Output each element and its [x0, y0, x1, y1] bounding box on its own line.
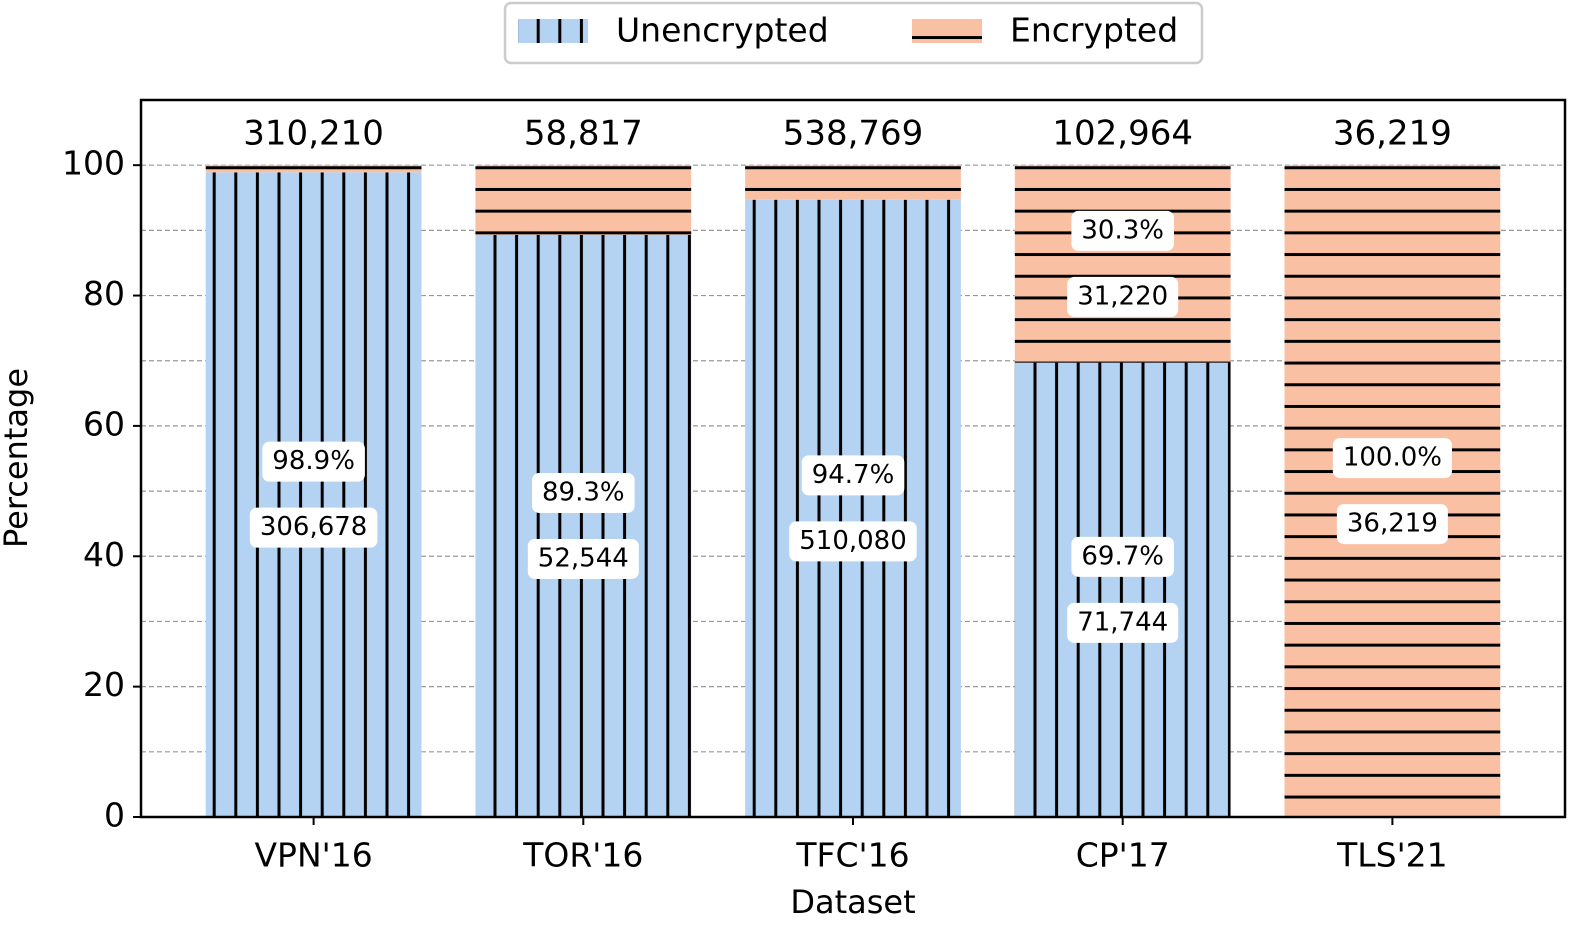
percent-label: 89.3%	[542, 477, 625, 507]
percent-label: 94.7%	[812, 460, 895, 490]
count-label: 31,220	[1077, 281, 1168, 311]
legend-swatch	[518, 19, 588, 43]
count-label: 510,080	[799, 526, 907, 556]
count-label-group: 306,678	[249, 507, 378, 548]
count-label-box	[527, 538, 639, 579]
y-tick-label: 80	[83, 274, 125, 313]
count-label: 52,544	[538, 543, 629, 573]
bar-segment	[1014, 362, 1231, 817]
percent-label-group: 69.7%	[1071, 536, 1175, 577]
legend-label: Encrypted	[1010, 11, 1178, 50]
x-tick-label: CP'17	[1076, 836, 1170, 875]
total-label: 36,219	[1333, 114, 1452, 154]
x-tick-label: TFC'16	[795, 836, 909, 875]
y-tick-label: 100	[62, 144, 125, 183]
x-tick-label: VPN'16	[254, 836, 372, 875]
percent-label-box	[1071, 536, 1175, 577]
count-label-group: 510,080	[789, 521, 917, 562]
y-tick-label: 0	[104, 796, 125, 835]
bar-segment	[745, 199, 961, 818]
legend-swatch	[912, 19, 982, 43]
percent-label-group: 98.9%	[262, 441, 365, 482]
total-label: 538,769	[783, 114, 924, 154]
bar-segment	[475, 234, 692, 817]
legend-box	[503, 1, 1204, 65]
percent-label: 30.3%	[1081, 215, 1164, 245]
count-label-group: 71,744	[1067, 602, 1179, 643]
x-axis-label: Dataset	[790, 883, 915, 921]
y-tick-label: 20	[83, 665, 125, 704]
y-tick-label: 60	[83, 404, 125, 443]
percent-label-box	[1071, 210, 1175, 251]
y-tick-label: 40	[83, 535, 125, 574]
count-label-group: 36,219	[1336, 504, 1448, 545]
bar-segment	[205, 165, 422, 173]
bar-segment	[745, 165, 961, 200]
percent-label: 100.0%	[1343, 443, 1442, 473]
count-label: 36,219	[1347, 509, 1438, 539]
percent-label-box	[1332, 438, 1452, 479]
plot-frame	[139, 98, 1567, 819]
x-tick-label: TLS'21	[1336, 836, 1448, 875]
percent-label-group: 30.3%	[1071, 210, 1175, 251]
bar-segment	[1014, 165, 1231, 363]
bar-segment	[1284, 165, 1501, 817]
total-label: 102,964	[1052, 114, 1193, 154]
bar-segment	[475, 165, 692, 235]
legend-label: Unencrypted	[616, 11, 829, 50]
legend: Unencrypted Encrypted	[503, 1, 1204, 65]
total-label: 58,817	[524, 114, 643, 154]
count-label-box	[1067, 276, 1179, 317]
percent-label: 98.9%	[272, 446, 355, 476]
count-label-box	[1336, 504, 1448, 545]
count-label: 306,678	[260, 512, 368, 542]
count-label-box	[1067, 602, 1179, 643]
total-label: 310,210	[243, 114, 384, 154]
bar-segment	[205, 172, 422, 818]
count-label-group: 52,544	[527, 538, 639, 579]
percent-label-group: 89.3%	[531, 472, 635, 513]
percent-label-box	[531, 472, 635, 513]
percent-label-group: 100.0%	[1332, 438, 1452, 479]
x-tick-label: TOR'16	[522, 836, 643, 875]
percent-label: 69.7%	[1081, 541, 1164, 571]
y-axis-label: Percentage	[0, 368, 35, 548]
percent-label-group: 94.7%	[801, 455, 905, 496]
count-label-box	[789, 521, 917, 562]
percent-label-box	[801, 455, 905, 496]
count-label-group: 31,220	[1067, 276, 1179, 317]
percent-label-box	[262, 441, 365, 482]
count-label: 71,744	[1077, 607, 1168, 637]
count-label-box	[249, 507, 378, 548]
